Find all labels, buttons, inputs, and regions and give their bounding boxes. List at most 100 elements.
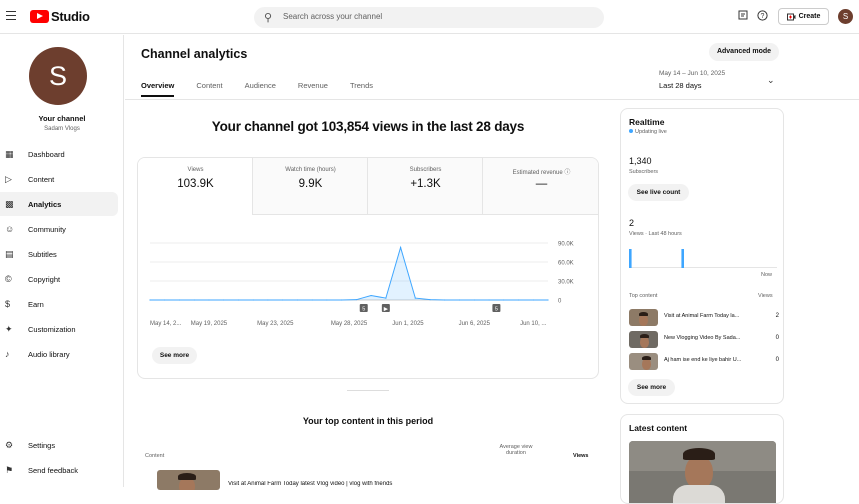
tab-audience[interactable]: Audience [244, 81, 276, 90]
series-area [150, 247, 548, 300]
channel-name: Sadam Vlogs [44, 126, 80, 132]
col-views-header[interactable]: Views [573, 453, 589, 459]
metric-subscribers[interactable]: Subscribers +1.3K [368, 158, 483, 215]
dashboard-icon: ▦ [5, 148, 14, 159]
latest-video-thumbnail[interactable] [629, 441, 776, 503]
realtime-title: Realtime [629, 117, 665, 127]
content-icon: ▷ [5, 173, 12, 184]
data-point [326, 299, 328, 301]
search-placeholder[interactable]: Search across your channel [283, 12, 383, 21]
subtitles-toolbar-icon[interactable] [737, 10, 748, 21]
data-point [296, 299, 299, 301]
studio-logo[interactable]: Studio [30, 9, 90, 24]
page-title: Channel analytics [141, 47, 248, 61]
tab-trends[interactable]: Trends [349, 81, 374, 90]
sidebar-item-dashboard[interactable]: ▦ Dashboard [0, 142, 118, 166]
help-icon[interactable]: ? [757, 10, 768, 21]
sidebar-item-customization[interactable]: ✦ Customization [0, 317, 118, 341]
views-col-label: Views [758, 293, 773, 299]
create-button[interactable]: Create [778, 8, 829, 25]
data-point [282, 299, 284, 301]
data-point [311, 299, 313, 301]
tab-content[interactable]: Content [196, 81, 223, 90]
date-range-label[interactable]: Last 28 days [659, 81, 702, 90]
sidebar-item-copyright[interactable]: © Copyright [0, 267, 118, 291]
section-divider [347, 390, 389, 391]
series-line [150, 245, 548, 301]
analytics-icon: ▩ [5, 198, 14, 209]
community-icon: ☺ [5, 224, 15, 234]
col-content-header: Content [145, 453, 165, 459]
realtime-top-item[interactable]: Aj ham ise end ke liye bahir U... 0 [629, 353, 779, 371]
tab-overview[interactable]: Overview [141, 81, 175, 97]
channel-avatar[interactable]: S [29, 47, 87, 105]
sidebar-item-analytics[interactable]: ▩ Analytics [0, 192, 118, 216]
chevron-down-icon[interactable]: ⌄ [767, 75, 775, 85]
sidebar-item-audio-library[interactable]: ♪ Audio library [0, 342, 118, 366]
main-area: Channel analytics Advanced mode Overview… [125, 35, 859, 504]
top-content-title: Your top content in this period [302, 416, 434, 426]
top-content-row-title[interactable]: Visit at Animal Farm Today latest Vlog v… [228, 481, 393, 487]
sidebar-item-settings[interactable]: ⚙ Settings [0, 433, 118, 457]
data-point [488, 299, 490, 301]
realtime-see-more-button[interactable]: See more [628, 379, 675, 396]
search-bar[interactable]: ⚲ Search across your channel [254, 7, 604, 28]
data-point [208, 299, 210, 301]
data-point [503, 299, 505, 301]
subtitles-icon: ▤ [5, 248, 14, 259]
metric-estimated-revenue[interactable]: Estimated revenue ⓘ — [483, 158, 598, 215]
see-more-button[interactable]: See more [152, 347, 197, 364]
advanced-mode-button[interactable]: Advanced mode [709, 43, 779, 61]
data-point [149, 299, 151, 301]
realtime-views-count: 2 [629, 218, 635, 228]
views-line-chart[interactable]: 90.0K 60.0K 30.0K 0 5 ▶ 5 May 14, 2... May 19, 2… [148, 233, 588, 353]
data-point [252, 299, 254, 301]
thumbnail-shirt [673, 485, 725, 503]
video-thumbnail [629, 331, 658, 348]
realtime-bar[interactable] [681, 249, 684, 268]
info-icon[interactable]: ⓘ [564, 170, 571, 176]
realtime-views-label: Views · Last 48 hours [629, 231, 682, 237]
hamburger-menu-icon[interactable] [6, 11, 16, 21]
search-icon: ⚲ [264, 12, 273, 24]
data-point [164, 299, 166, 301]
data-point [414, 297, 416, 299]
top-bar: Studio ⚲ Search across your channel ? Cr… [0, 0, 859, 34]
account-avatar[interactable]: S [838, 9, 853, 24]
data-point [341, 299, 343, 301]
realtime-top-item[interactable]: Visit at Animal Farm Today la... 2 [629, 309, 779, 327]
sidebar-item-subtitles[interactable]: ▤ Subtitles [0, 242, 118, 266]
metric-views[interactable]: Views 103.9K [138, 158, 253, 215]
realtime-now-label: Now [761, 272, 773, 278]
y-tick-label: 30.0K [558, 280, 574, 286]
top-content-label: Top content [629, 293, 658, 299]
analytics-tabs: Overview Content Audience Revenue Trends [141, 81, 395, 97]
data-point [444, 299, 446, 301]
data-point [385, 297, 387, 299]
thumbnail-hair [178, 473, 196, 480]
data-point [267, 299, 269, 301]
live-dot-icon [629, 129, 633, 133]
y-tick-label: 0 [558, 299, 562, 305]
metric-watch-time[interactable]: Watch time (hours) 9.9K [253, 158, 368, 215]
marker-label: 5 [495, 307, 498, 313]
top-content-thumbnail[interactable] [157, 470, 220, 490]
metrics-card: Views 103.9K Watch time (hours) 9.9K Sub… [137, 157, 599, 379]
realtime-top-item[interactable]: New Vlogging Video By Sada... 0 [629, 331, 779, 349]
customization-icon: ✦ [5, 323, 13, 334]
x-tick-label: Jun 6, 2025 [459, 321, 491, 327]
y-tick-label: 60.0K [558, 261, 574, 267]
tab-revenue[interactable]: Revenue [297, 81, 328, 90]
see-live-count-button[interactable]: See live count [628, 184, 689, 201]
sidebar-item-community[interactable]: ☺ Community [0, 217, 118, 241]
data-point [473, 299, 475, 301]
sidebar-item-content[interactable]: ▷ Content [0, 167, 118, 191]
date-range-dates[interactable]: May 14 – Jun 10, 2025 [659, 70, 726, 77]
sidebar-item-send-feedback[interactable]: ⚑ Send feedback [0, 458, 118, 482]
col-avg-duration-header[interactable]: Average view duration [499, 444, 533, 456]
realtime-views-bar-chart[interactable] [629, 246, 777, 268]
realtime-bar[interactable] [629, 249, 632, 268]
sidebar-item-earn[interactable]: $ Earn [0, 292, 118, 316]
data-point [532, 299, 534, 301]
x-tick-label: May 19, 2025 [191, 321, 228, 327]
